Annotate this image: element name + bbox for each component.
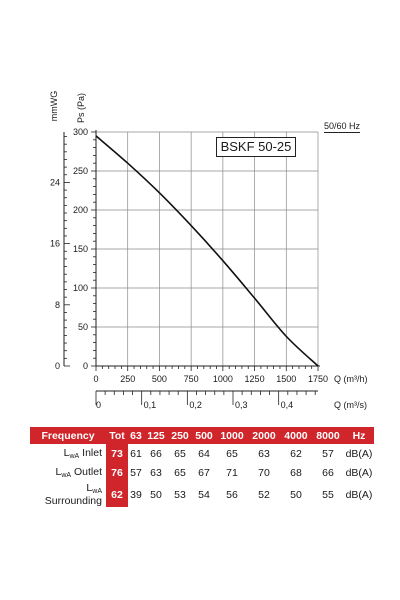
- x-tick-label: 1000: [213, 374, 233, 384]
- x-tick-label: 1750: [308, 374, 328, 384]
- m3s-tick-label: 0,4: [281, 400, 294, 410]
- table-cell: 66: [322, 466, 334, 479]
- header-1000: 1000: [216, 427, 248, 444]
- mmwg-tick-label: 24: [50, 177, 60, 187]
- table-cell: 50: [150, 488, 162, 501]
- header-250: 250: [168, 427, 192, 444]
- mmwg-tick-label: 8: [55, 300, 60, 310]
- row-label: LwA Inlet: [63, 447, 102, 460]
- table-cell: 64: [198, 447, 210, 460]
- table-cell: 70: [258, 466, 270, 479]
- header-63: 63: [128, 427, 144, 444]
- table-row-inlet: LwA Inlet 73 61 66 65 64 65 63 62 57 dB(…: [30, 444, 374, 463]
- header-500: 500: [192, 427, 216, 444]
- table-cell: 65: [226, 447, 238, 460]
- chart-curve-layer: [95, 135, 319, 367]
- table-row-surrounding: LwA Surrounding 62 39 50 53 54 56 52 50 …: [30, 482, 374, 507]
- tot-cell: 76: [106, 463, 128, 482]
- tot-cell: 62: [106, 482, 128, 507]
- x-tick-label: 250: [120, 374, 135, 384]
- performance-chart: 0 50 100 150 200 250 300 0 250 500 750 1000 1250 1500…: [49, 91, 368, 410]
- x-tick-label: 750: [184, 374, 199, 384]
- y-tick-label: 250: [73, 166, 88, 176]
- x-tick-label: 1250: [245, 374, 265, 384]
- row-label: LwA Surrounding: [44, 482, 102, 507]
- table-cell: 56: [226, 488, 238, 501]
- table-cell: 63: [258, 447, 270, 460]
- m3s-axis-title: Q (m³/s): [334, 400, 367, 410]
- chart-labels: 0 50 100 150 200 250 300 0 250 500 750 1000 1250 1500…: [49, 91, 368, 410]
- table-cell: 67: [198, 466, 210, 479]
- x-tick-label: 500: [152, 374, 167, 384]
- header-4000: 4000: [279, 427, 312, 444]
- table-cell: 63: [150, 466, 162, 479]
- y-tick-label: 0: [83, 361, 88, 371]
- table-cell: 65: [174, 466, 186, 479]
- table-cell: 54: [198, 488, 210, 501]
- model-label: BSKF 50-25: [216, 137, 296, 157]
- x-tick-label: 1500: [276, 374, 296, 384]
- y-tick-label: 100: [73, 283, 88, 293]
- table-cell: 52: [258, 488, 270, 501]
- m3s-tick-label: 0,2: [189, 400, 202, 410]
- y-axis-title: Ps (Pa): [76, 93, 86, 123]
- header-125: 125: [144, 427, 168, 444]
- table-cell: 53: [174, 488, 186, 501]
- table-header-row: Frequency Tot 63 125 250 500 1000 2000 4…: [30, 427, 374, 444]
- mmwg-tick-label: 16: [50, 239, 60, 249]
- header-frequency: Frequency: [30, 427, 106, 444]
- y-tick-label: 50: [78, 322, 88, 332]
- sound-power-table: Frequency Tot 63 125 250 500 1000 2000 4…: [30, 427, 374, 507]
- header-hz: Hz: [344, 427, 374, 444]
- row-label: LwA Outlet: [55, 466, 102, 479]
- table-cell: 55: [322, 488, 334, 501]
- table-cell: 68: [290, 466, 302, 479]
- header-8000: 8000: [311, 427, 344, 444]
- table-cell: 61: [130, 447, 142, 460]
- unit-cell: dB(A): [345, 466, 373, 479]
- y-tick-label: 150: [73, 244, 88, 254]
- unit-cell: dB(A): [345, 488, 373, 501]
- x-tick-label: 0: [93, 374, 98, 384]
- y-tick-label: 300: [73, 127, 88, 137]
- fan-curve-line: [95, 135, 319, 367]
- m3s-tick-label: 0,1: [144, 400, 157, 410]
- table-cell: 71: [226, 466, 238, 479]
- table-cell: 66: [150, 447, 162, 460]
- table-cell: 65: [174, 447, 186, 460]
- header-2000: 2000: [247, 427, 280, 444]
- table-cell: 57: [322, 447, 334, 460]
- table-row-outlet: LwA Outlet 76 57 63 65 67 71 70 68 66 dB…: [30, 463, 374, 482]
- frequency-note: 50/60 Hz: [324, 121, 361, 133]
- tot-cell: 73: [106, 444, 128, 463]
- mmwg-axis-title: mmWG: [49, 91, 59, 122]
- m3s-tick-label: 0,3: [235, 400, 248, 410]
- table-cell: 62: [290, 447, 302, 460]
- table-cell: 57: [130, 466, 142, 479]
- x-axis-title: Q (m³/h): [334, 374, 368, 384]
- table-cell: 50: [290, 488, 302, 501]
- m3s-tick-label: 0: [96, 400, 101, 410]
- chart-axes: [63, 130, 320, 405]
- unit-cell: dB(A): [345, 447, 373, 460]
- mmwg-tick-label: 0: [55, 361, 60, 371]
- header-tot: Tot: [106, 427, 128, 444]
- table-cell: 39: [130, 488, 142, 501]
- y-tick-label: 200: [73, 205, 88, 215]
- chart-grid: [96, 131, 319, 366]
